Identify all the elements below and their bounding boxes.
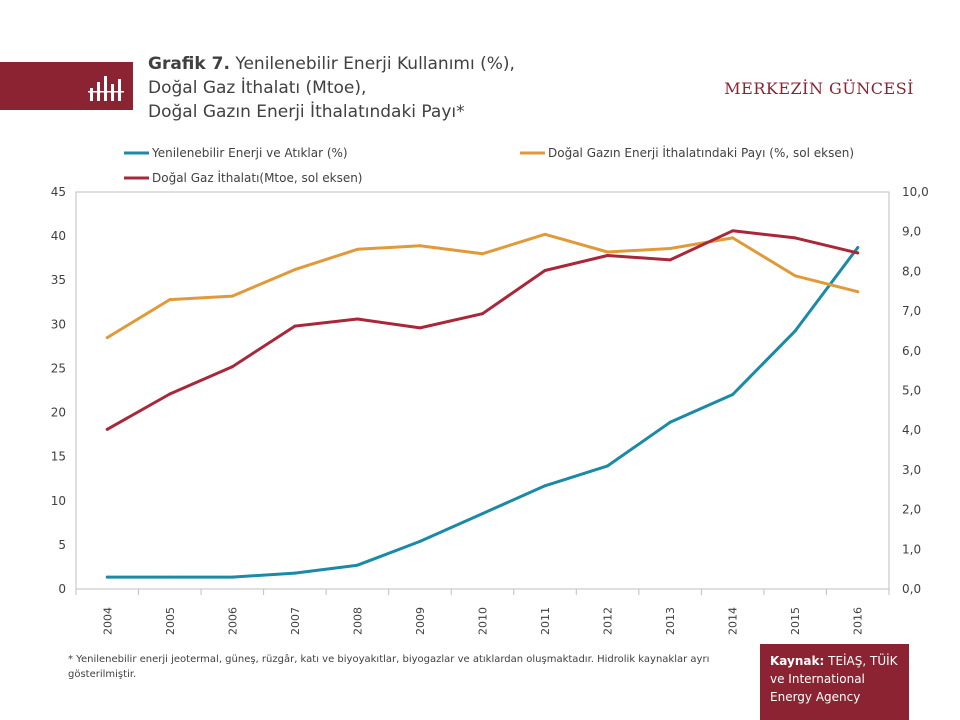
- data-point: [606, 254, 610, 258]
- plot-frame: [75, 191, 890, 590]
- left-axis-tick-label: 45: [51, 185, 66, 199]
- right-axis-tick-label: 0,0: [902, 582, 921, 596]
- x-tick-label: 2007: [289, 607, 302, 635]
- series-line: [105, 229, 860, 431]
- data-point: [230, 575, 234, 579]
- left-axis-tick-label: 40: [51, 229, 66, 243]
- brand-name: MERKEZİN GÜNCESİ: [724, 79, 914, 98]
- title-line-2: Doğal Gaz İthalatı (Mtoe),: [148, 78, 367, 98]
- x-tick-label: 2004: [101, 607, 114, 635]
- data-point: [606, 464, 610, 468]
- x-tick-label: 2014: [727, 607, 740, 635]
- left-axis-tick-label: 15: [51, 450, 66, 464]
- line-chart: 0 5 10 15 20 25 30 35 40 45 0,0 1,0 2,0 3,0 4,0 5,0 6,0 7…: [51, 145, 929, 635]
- data-point: [418, 244, 422, 248]
- x-tick-label: 2012: [602, 607, 615, 635]
- data-point: [355, 247, 359, 251]
- right-axis-tick-label: 8,0: [902, 264, 921, 278]
- data-point: [793, 274, 797, 278]
- x-tick-label: 2006: [226, 607, 239, 635]
- data-point: [856, 290, 860, 294]
- right-axis-tick-label: 4,0: [902, 423, 921, 437]
- right-axis-tick-label: 1,0: [902, 542, 921, 556]
- data-point: [731, 392, 735, 396]
- data-point: [230, 294, 234, 298]
- bar-chart-icon: [88, 76, 124, 101]
- x-tick-label: 2013: [664, 607, 677, 635]
- left-axis-tick-label: 20: [51, 406, 66, 420]
- title-line-3: Doğal Gazın Enerji İthalatındaki Payı*: [148, 102, 465, 122]
- data-point: [168, 392, 172, 396]
- data-point: [293, 268, 297, 272]
- left-axis-tick-label: 10: [51, 494, 66, 508]
- data-point: [481, 252, 484, 256]
- data-point: [481, 312, 484, 316]
- data-point: [856, 246, 860, 250]
- right-axis-tick-label: 5,0: [902, 384, 921, 398]
- chart-title: Grafik 7. Yenilenebilir Enerji Kullanımı…: [148, 52, 708, 124]
- legend-label: Yenilenebilir Enerji ve Atıklar (%): [151, 146, 348, 160]
- data-point: [543, 232, 547, 236]
- data-point: [481, 512, 484, 516]
- x-tick-label: 2010: [477, 607, 490, 635]
- footnote: * Yenilenebilir enerji jeotermal, güneş,…: [68, 654, 710, 680]
- source-text: TEİAŞ, TÜİK ve International Energy Agen…: [770, 654, 898, 704]
- left-axis-tick-label: 35: [51, 273, 66, 287]
- right-axis-tick-label: 10,0: [902, 185, 929, 199]
- left-axis-tick-label: 5: [58, 538, 66, 552]
- title-line-1: Yenilenebilir Enerji Kullanımı (%),: [235, 54, 515, 74]
- right-axis-tick-label: 6,0: [902, 344, 921, 358]
- data-point: [668, 246, 672, 250]
- legend-label: Doğal Gaz İthalatı(Mtoe, sol eksen): [152, 170, 363, 185]
- data-point: [105, 336, 109, 340]
- right-axis-tick-label: 3,0: [902, 463, 921, 477]
- x-tick-label: 2015: [789, 607, 802, 635]
- data-point: [731, 229, 735, 233]
- data-point: [793, 329, 797, 333]
- left-axis-tick-label: 25: [51, 361, 66, 375]
- data-point: [856, 251, 860, 255]
- title-prefix: Grafik 7.: [148, 54, 230, 74]
- x-tick-label: 2008: [351, 607, 364, 635]
- data-point: [355, 563, 359, 567]
- data-point: [105, 575, 109, 579]
- left-axis-tick-label: 0: [58, 582, 66, 596]
- x-tick-label: 2009: [414, 607, 427, 635]
- data-point: [168, 298, 172, 302]
- x-tick-label: 2005: [164, 607, 177, 635]
- right-axis-tick-label: 7,0: [902, 304, 921, 318]
- x-tick-label: 2011: [539, 607, 552, 635]
- x-tick-label: 2016: [852, 607, 865, 635]
- data-point: [793, 236, 797, 240]
- data-point: [668, 258, 672, 262]
- data-point: [105, 427, 109, 431]
- data-point: [731, 236, 735, 240]
- data-point: [355, 317, 359, 321]
- data-point: [293, 571, 297, 575]
- data-point: [418, 539, 422, 543]
- data-point: [418, 326, 422, 330]
- right-axis-tick-label: 9,0: [902, 225, 921, 239]
- series-line: [105, 232, 860, 340]
- right-axis-tick-label: 2,0: [902, 503, 921, 517]
- data-point: [543, 269, 547, 273]
- left-axis-tick-label: 30: [51, 317, 66, 331]
- data-point: [668, 420, 672, 424]
- data-point: [230, 365, 234, 369]
- data-point: [543, 484, 547, 488]
- data-point: [293, 324, 297, 328]
- legend-label: Doğal Gazın Enerji İthalatındaki Payı (%…: [548, 145, 854, 160]
- data-point: [168, 575, 172, 579]
- source-label: Kaynak:: [770, 654, 825, 668]
- source-box: Kaynak: TEİAŞ, TÜİK ve International Ene…: [760, 644, 909, 720]
- brand-bar: [0, 62, 133, 110]
- data-point: [606, 250, 610, 254]
